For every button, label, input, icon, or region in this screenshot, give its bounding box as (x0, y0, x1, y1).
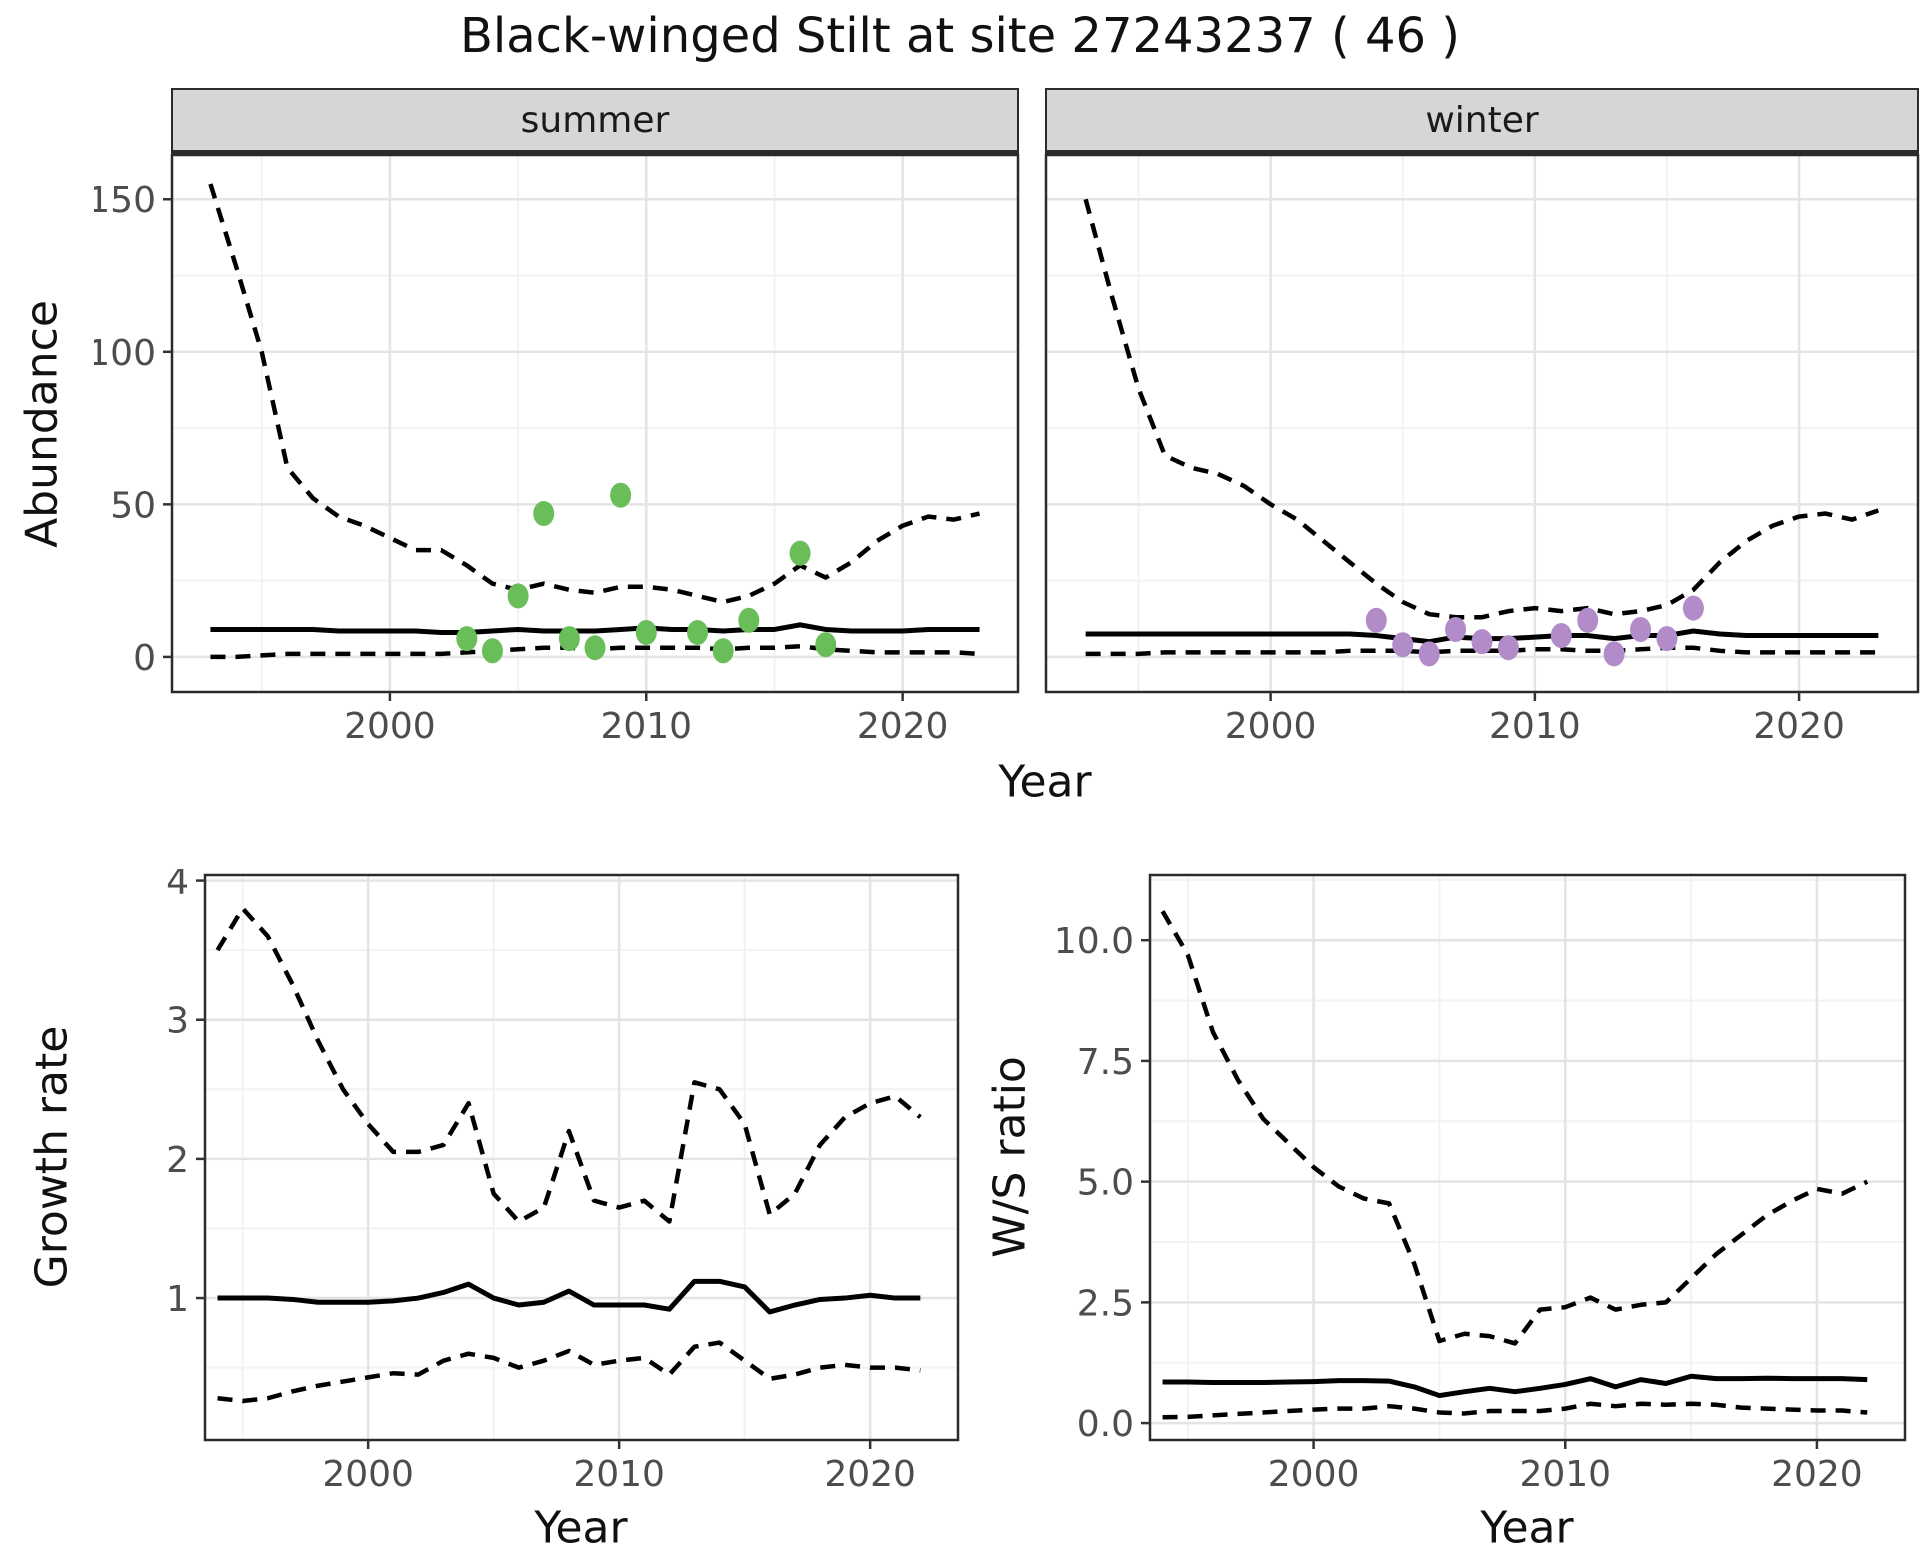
x-axis-title-ws: Year (1480, 1502, 1574, 1554)
svg-text:2020: 2020 (1771, 1454, 1863, 1495)
svg-text:3: 3 (166, 1001, 189, 1042)
facet-strip-summer-label: summer (520, 99, 670, 141)
svg-text:2020: 2020 (824, 1454, 916, 1495)
svg-text:2.5: 2.5 (1077, 1283, 1134, 1324)
svg-text:2010: 2010 (1489, 706, 1581, 747)
x-axis-title-growth: Year (534, 1502, 628, 1554)
svg-text:1: 1 (166, 1279, 189, 1320)
svg-text:100: 100 (94, 333, 156, 374)
svg-text:4: 4 (166, 869, 189, 903)
svg-text:2010: 2010 (600, 706, 692, 747)
x-axis-title-top: Year (998, 756, 1092, 808)
y-axis-title-abundance: Abundance (16, 300, 68, 548)
y-axis-title-growth: Growth rate (26, 1025, 78, 1289)
panel-abundance-winter: 2000 2010 2020 (1044, 153, 1920, 747)
svg-text:10.0: 10.0 (1054, 921, 1134, 962)
y-axis-title-ws: W/S ratio (984, 1056, 1036, 1258)
panel-growth-rate: 2000 2010 2020 1 2 3 4 (166, 869, 960, 1495)
svg-text:5.0: 5.0 (1077, 1163, 1134, 1204)
svg-text:150: 150 (94, 180, 156, 221)
facet-strip-winter: winter (1045, 88, 1919, 155)
facet-strip-summer: summer (171, 88, 1019, 155)
svg-text:50: 50 (110, 485, 156, 526)
svg-text:2000: 2000 (1225, 706, 1317, 747)
svg-text:7.5: 7.5 (1077, 1042, 1134, 1083)
chart-title: Black-winged Stilt at site 27243237 ( 46… (459, 8, 1461, 64)
svg-text:0.0: 0.0 (1077, 1404, 1134, 1445)
svg-text:2010: 2010 (573, 1454, 665, 1495)
panel-abundance-summer: 2000 2010 2020 0 50 100 150 (94, 153, 1020, 747)
facet-strip-winter-label: winter (1425, 99, 1539, 141)
svg-text:2020: 2020 (857, 706, 949, 747)
panel-ws-ratio: 2000 2010 2020 0.0 2.5 5.0 7.5 10.0 (1054, 873, 1907, 1495)
svg-text:2000: 2000 (344, 706, 436, 747)
svg-text:2000: 2000 (322, 1454, 414, 1495)
svg-text:2000: 2000 (1268, 1454, 1360, 1495)
svg-text:0: 0 (133, 638, 156, 679)
svg-text:2010: 2010 (1519, 1454, 1611, 1495)
svg-text:2020: 2020 (1753, 706, 1845, 747)
svg-text:2: 2 (166, 1140, 189, 1181)
